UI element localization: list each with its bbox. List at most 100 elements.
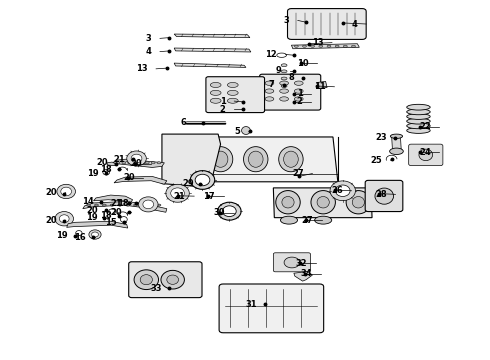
Text: 2: 2	[220, 105, 225, 114]
Text: 19: 19	[86, 213, 98, 222]
Text: 18: 18	[117, 199, 129, 208]
Text: 24: 24	[419, 148, 431, 157]
Text: 25: 25	[370, 156, 382, 165]
Ellipse shape	[419, 149, 433, 161]
Ellipse shape	[227, 98, 238, 103]
Ellipse shape	[407, 118, 430, 124]
Ellipse shape	[89, 230, 101, 239]
Ellipse shape	[294, 45, 298, 47]
Ellipse shape	[75, 230, 82, 235]
FancyBboxPatch shape	[273, 253, 311, 272]
Text: 23: 23	[375, 133, 387, 142]
Text: 22: 22	[419, 122, 431, 131]
Text: 18: 18	[100, 165, 112, 174]
Ellipse shape	[277, 53, 287, 57]
Ellipse shape	[242, 127, 250, 134]
Text: 14: 14	[82, 197, 94, 206]
Ellipse shape	[244, 147, 268, 172]
Ellipse shape	[167, 275, 178, 284]
Ellipse shape	[121, 217, 127, 222]
Text: 3: 3	[283, 16, 289, 25]
Polygon shape	[174, 48, 251, 52]
Ellipse shape	[311, 190, 335, 214]
Ellipse shape	[391, 134, 403, 138]
Ellipse shape	[134, 162, 138, 164]
Ellipse shape	[248, 151, 263, 167]
Ellipse shape	[208, 147, 233, 172]
Ellipse shape	[281, 70, 287, 73]
Polygon shape	[67, 221, 128, 228]
FancyBboxPatch shape	[206, 77, 265, 113]
Ellipse shape	[190, 171, 215, 189]
Ellipse shape	[335, 185, 350, 197]
Ellipse shape	[352, 197, 365, 208]
Ellipse shape	[407, 109, 430, 115]
Ellipse shape	[92, 232, 98, 237]
Ellipse shape	[171, 188, 184, 199]
Text: 21: 21	[114, 155, 125, 164]
Ellipse shape	[195, 174, 210, 186]
Ellipse shape	[122, 162, 126, 164]
Ellipse shape	[280, 216, 297, 224]
Ellipse shape	[157, 162, 161, 164]
FancyBboxPatch shape	[260, 74, 321, 110]
Ellipse shape	[407, 114, 430, 120]
Ellipse shape	[59, 215, 69, 223]
Ellipse shape	[173, 147, 197, 172]
Text: 30: 30	[214, 208, 225, 217]
Text: 34: 34	[301, 269, 313, 278]
Ellipse shape	[139, 197, 158, 212]
Ellipse shape	[294, 97, 303, 101]
Polygon shape	[174, 34, 250, 38]
Text: 21: 21	[110, 199, 122, 208]
Text: 20: 20	[97, 158, 108, 167]
Ellipse shape	[126, 204, 130, 206]
Polygon shape	[162, 134, 220, 187]
Ellipse shape	[327, 45, 331, 47]
Ellipse shape	[294, 81, 303, 85]
Ellipse shape	[218, 202, 241, 220]
Ellipse shape	[281, 77, 287, 80]
Ellipse shape	[110, 204, 114, 206]
Ellipse shape	[279, 147, 303, 172]
Ellipse shape	[103, 169, 110, 175]
Ellipse shape	[265, 89, 274, 93]
Polygon shape	[94, 195, 133, 203]
Text: 20: 20	[131, 159, 143, 168]
Ellipse shape	[210, 90, 221, 95]
Ellipse shape	[317, 197, 329, 208]
Text: 20: 20	[110, 208, 122, 217]
Text: 17: 17	[203, 192, 215, 201]
Text: 32: 32	[296, 259, 308, 268]
Polygon shape	[107, 162, 118, 166]
Ellipse shape	[227, 82, 238, 87]
Ellipse shape	[157, 204, 161, 206]
Text: 15: 15	[105, 218, 117, 227]
Polygon shape	[294, 271, 313, 281]
Text: 5: 5	[234, 127, 240, 136]
Ellipse shape	[134, 270, 159, 289]
Polygon shape	[113, 159, 164, 167]
Ellipse shape	[143, 200, 154, 209]
FancyBboxPatch shape	[409, 144, 443, 166]
Ellipse shape	[330, 181, 355, 201]
Ellipse shape	[311, 45, 315, 47]
Ellipse shape	[302, 45, 306, 47]
Ellipse shape	[294, 89, 303, 93]
Text: 12: 12	[265, 50, 277, 59]
Ellipse shape	[284, 151, 298, 167]
Polygon shape	[167, 137, 338, 182]
Text: 4: 4	[351, 19, 357, 28]
Ellipse shape	[55, 212, 74, 226]
Text: 13: 13	[136, 64, 147, 73]
Text: 28: 28	[375, 190, 387, 199]
Polygon shape	[114, 176, 167, 184]
Ellipse shape	[166, 184, 189, 202]
FancyBboxPatch shape	[365, 180, 403, 212]
Text: 26: 26	[331, 186, 343, 195]
Text: 31: 31	[245, 300, 257, 309]
Ellipse shape	[265, 81, 274, 85]
Ellipse shape	[390, 148, 403, 154]
Text: 20: 20	[87, 206, 98, 215]
Text: 29: 29	[182, 179, 194, 188]
